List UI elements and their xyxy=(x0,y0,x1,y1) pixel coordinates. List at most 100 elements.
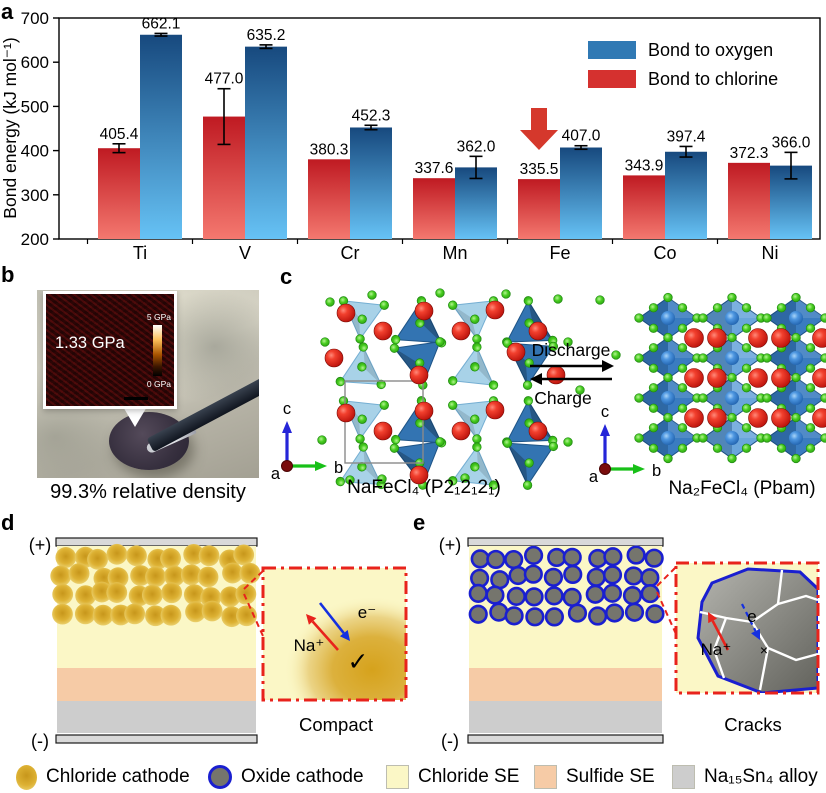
cl-atom xyxy=(611,350,621,360)
na-atom xyxy=(528,421,548,441)
oxide-cathode-particle xyxy=(504,549,524,570)
na-atom xyxy=(409,365,429,385)
oxide-cathode-particle xyxy=(585,584,605,604)
charge-arrow xyxy=(530,373,542,385)
cl-atom xyxy=(805,443,816,453)
oxide-cathode-particle xyxy=(486,549,506,570)
oxide-cathode-particle xyxy=(485,585,505,605)
cl-atom xyxy=(741,443,752,453)
axis-c-right: c xyxy=(601,403,609,421)
check-mark: ✓ xyxy=(348,648,369,676)
negative-electrode-d xyxy=(55,734,258,744)
oxide-cathode-particle xyxy=(640,568,660,588)
pellet-photo: 1.33 GPa 5 GPa 0 GPa xyxy=(37,290,259,478)
y-tick-label: 700 xyxy=(21,9,49,28)
na-atom xyxy=(528,321,548,341)
x-category-label: Fe xyxy=(549,243,570,263)
cl-atom xyxy=(648,343,659,353)
na-atom xyxy=(812,408,826,428)
chloride-cathode-particle xyxy=(164,565,185,587)
na-atom xyxy=(748,408,768,428)
cl-atom xyxy=(805,303,816,313)
na-atom xyxy=(506,342,526,362)
na-atom xyxy=(748,328,768,348)
cl-atom xyxy=(762,313,772,323)
x-category-label: Mn xyxy=(442,243,467,263)
na-atom xyxy=(336,403,356,423)
na-atom xyxy=(373,321,393,341)
oxide-cathode-particle xyxy=(523,564,543,584)
chloride-cathode-particle xyxy=(180,564,202,586)
cl-atom xyxy=(663,372,673,383)
oxide-cathode-particle xyxy=(567,603,588,623)
cl-atom xyxy=(698,313,708,323)
bar-value-label: 343.9 xyxy=(625,157,664,174)
cl-atom xyxy=(805,323,816,333)
cl-atom xyxy=(648,423,659,433)
b-axis-arrow xyxy=(633,464,645,474)
sulfide-se-swatch xyxy=(534,765,557,789)
cl-atom xyxy=(677,403,688,413)
bar-Co-chlorine xyxy=(623,175,665,239)
inset-pointer xyxy=(122,405,148,427)
cl-atom xyxy=(727,453,737,464)
bar-value-label: 662.1 xyxy=(142,15,181,32)
chloride-cathode-particle xyxy=(91,581,113,603)
cracks-label: Cracks xyxy=(724,714,782,735)
cl-atom xyxy=(820,393,826,403)
bar-value-label: 452.3 xyxy=(352,107,391,124)
chloride-cathode-particle xyxy=(235,583,257,605)
na-atom xyxy=(336,303,356,323)
na-atom xyxy=(485,300,505,320)
oxide-cathode-particle xyxy=(563,564,583,585)
cl-atom xyxy=(698,433,708,443)
oxide-cathode-particle xyxy=(626,545,646,565)
cl-atom xyxy=(634,353,644,363)
oxide-cathode-particle xyxy=(622,585,643,606)
chloride-cathode-particle xyxy=(160,548,182,569)
cl-atom xyxy=(553,294,563,304)
na-atom xyxy=(684,408,704,428)
bar-value-label: 337.6 xyxy=(415,160,454,177)
cl-atom xyxy=(791,372,801,383)
chloride-cathode-particle xyxy=(68,563,90,584)
discharge-label: Discharge xyxy=(532,340,611,360)
na-atom xyxy=(812,368,826,388)
na-atom xyxy=(707,408,727,428)
oxide-cathode-particle xyxy=(544,586,564,606)
legend-item-oxide-cathode: Oxide cathode xyxy=(208,762,364,792)
oxide-cathode-particle xyxy=(644,548,664,568)
oxide-cathode-particle xyxy=(523,545,544,565)
oxide-cathode-particle xyxy=(640,583,660,604)
cl-atom xyxy=(677,383,688,393)
fe-atom xyxy=(661,351,675,365)
legend-label: Na₁₅Sn₄ alloy xyxy=(704,766,818,787)
compact-label: Compact xyxy=(299,714,373,735)
y-tick-label: 500 xyxy=(21,97,49,116)
bar-Cr-oxygen xyxy=(350,127,392,239)
bar-V-oxygen xyxy=(245,46,287,239)
cl-atom xyxy=(648,443,659,453)
chloride-cathode-particle xyxy=(185,601,206,623)
chloride-cathode-particle xyxy=(107,567,129,589)
cl-atom xyxy=(677,343,688,353)
chloride-cathode-particle xyxy=(233,544,255,566)
na-atom xyxy=(707,368,727,388)
chloride-cathode-particle xyxy=(74,603,96,625)
cl-atom xyxy=(563,437,573,447)
bar-value-label: 335.5 xyxy=(520,161,559,178)
chloride-cathode-particle xyxy=(124,603,146,625)
fe-highlight-arrow xyxy=(520,108,558,150)
cl-atom xyxy=(727,372,737,383)
chloride-cathode-particle xyxy=(145,566,166,588)
x-category-label: V xyxy=(239,243,251,263)
cl-atom xyxy=(648,303,659,313)
cl-atom xyxy=(805,343,816,353)
legend-item-chloride-se: Chloride SE xyxy=(386,762,519,792)
chloride-cathode-particle xyxy=(75,585,97,607)
axis-a-left: a xyxy=(271,465,281,483)
bar-value-label: 405.4 xyxy=(100,126,139,143)
alloy-swatch xyxy=(672,765,695,789)
oxide-cathode-particle xyxy=(544,607,564,627)
na-atom xyxy=(684,328,704,348)
